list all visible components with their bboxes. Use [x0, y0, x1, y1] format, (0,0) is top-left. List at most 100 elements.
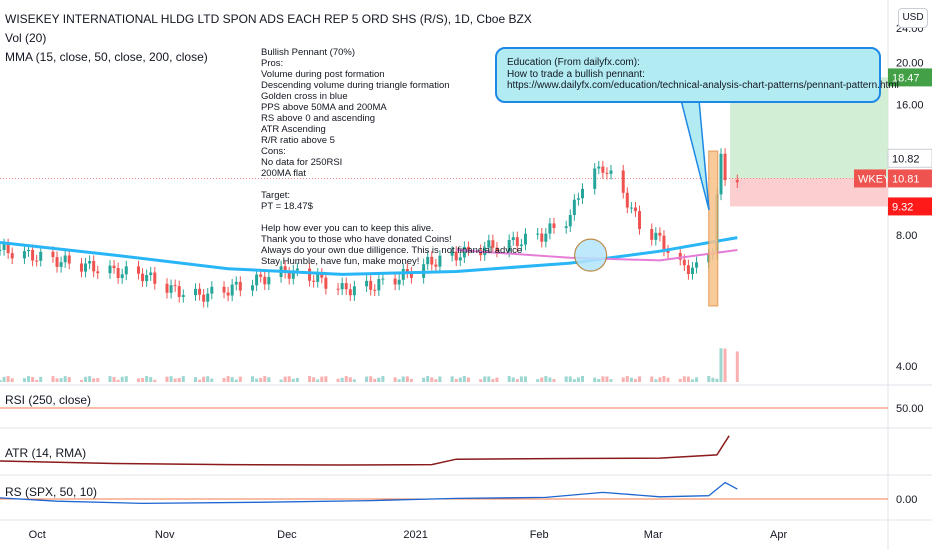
candle-body [426, 256, 430, 265]
candle-body [605, 172, 609, 174]
volume-bar [605, 376, 609, 382]
candle-body [55, 257, 59, 267]
candle-body [206, 293, 210, 302]
candle-body [112, 265, 116, 269]
volume-bar [22, 378, 26, 382]
candle-body [454, 251, 458, 261]
volume-bar [401, 376, 405, 382]
currency-button[interactable]: USD [898, 8, 928, 28]
candle-body [259, 274, 263, 277]
candle-body [0, 249, 2, 251]
note-line: Golden cross in blue [261, 91, 348, 102]
volume-bar [450, 376, 454, 382]
candle-body [79, 263, 83, 272]
volume-bar [719, 348, 723, 382]
volume-bar [369, 376, 373, 382]
volume-bar [210, 378, 214, 382]
candle-body [10, 253, 14, 259]
volume-bar [120, 376, 124, 382]
candle-body [324, 277, 328, 289]
volume-bar [165, 376, 169, 382]
volume-bar [181, 376, 185, 382]
rsi-pane-title[interactable]: RSI (250, close) [5, 393, 92, 407]
volume-bar [39, 376, 43, 382]
volume-bar [96, 378, 100, 382]
candle-body [202, 294, 206, 302]
volume-bar [153, 379, 157, 382]
volume-bar [169, 376, 173, 382]
volume-bar [609, 379, 613, 382]
volume-bar [108, 376, 112, 382]
volume-bar [515, 379, 519, 382]
candle-body [92, 260, 96, 272]
volume-bar [295, 377, 299, 382]
candle-body [153, 272, 157, 284]
note-line [261, 179, 522, 190]
volume-bar [682, 376, 686, 382]
note-line: Help how ever you can to keep this alive… [261, 223, 434, 234]
volume-bar [173, 378, 177, 382]
candle-body [633, 207, 637, 212]
volume-bar [666, 377, 670, 382]
candle-body [536, 233, 540, 235]
candle-body [291, 270, 295, 279]
note-line: PPS above 50MA and 200MA [261, 102, 387, 113]
price-label-bg [888, 197, 932, 216]
volume-bar [458, 377, 462, 382]
candle-body [690, 267, 694, 274]
time-axis-tick: Mar [644, 529, 663, 541]
volume-bar [426, 376, 430, 382]
candle-body [593, 168, 597, 189]
candle-body [340, 283, 344, 290]
price-axis-tick: 20.00 [896, 57, 924, 69]
rsi-axis-tick: 50.00 [896, 403, 924, 415]
note-line: PT = 18.47$ [261, 201, 313, 212]
candle-body [638, 211, 642, 230]
volume-bar [226, 376, 230, 382]
candle-body [625, 192, 629, 208]
ma200-line [456, 249, 738, 262]
time-axis-tick: Apr [770, 529, 787, 541]
volume-bar [397, 379, 401, 382]
callout-line: Education (From dailyfx.com): [507, 57, 640, 68]
candle-body [222, 286, 226, 293]
candle-body [120, 274, 124, 279]
note-line: No data for 250RSI [261, 157, 343, 168]
rs-axis-tick: 0.00 [896, 494, 917, 506]
candle-body [63, 255, 67, 263]
volume-bar [422, 377, 426, 382]
candle-body [267, 277, 271, 285]
volume-bar [409, 378, 413, 382]
candle-body [136, 266, 140, 274]
price-label-text: 10.81 [892, 173, 920, 185]
candle-body [149, 272, 153, 276]
time-axis-tick: Nov [155, 529, 175, 541]
candle-body [194, 288, 198, 296]
volume-bar [654, 379, 658, 382]
volume-indicator-label[interactable]: Vol (20) [5, 31, 47, 45]
volume-bar [116, 379, 120, 382]
candle-body [466, 246, 470, 251]
atr-pane-title[interactable]: ATR (14, RMA) [5, 446, 87, 460]
candle-body [495, 247, 499, 252]
candle-body [523, 233, 527, 245]
candle-body [487, 240, 491, 248]
volume-bar [283, 376, 287, 382]
volume-bar [511, 377, 515, 382]
note-line: 200MA flat [261, 168, 306, 179]
volume-bar [695, 377, 699, 382]
note-line: Thank you to those who have donated Coin… [261, 234, 452, 245]
note-line: Bullish Pennant (70%) [261, 47, 355, 58]
volume-bar [462, 376, 466, 382]
education-callout[interactable]: Education (From dailyfx.com): How to trad… [495, 47, 899, 103]
volume-bar [222, 377, 226, 382]
price-label-bg [887, 148, 932, 168]
volume-bar [438, 376, 442, 382]
time-axis-tick: Dec [277, 529, 297, 541]
candle-body [336, 288, 340, 290]
candle-body [601, 166, 605, 173]
rs-pane-title[interactable]: RS (SPX, 50, 10) [5, 485, 98, 499]
mma-indicator-label[interactable]: MMA (15, close, 50, close, 200, close) [5, 50, 208, 64]
